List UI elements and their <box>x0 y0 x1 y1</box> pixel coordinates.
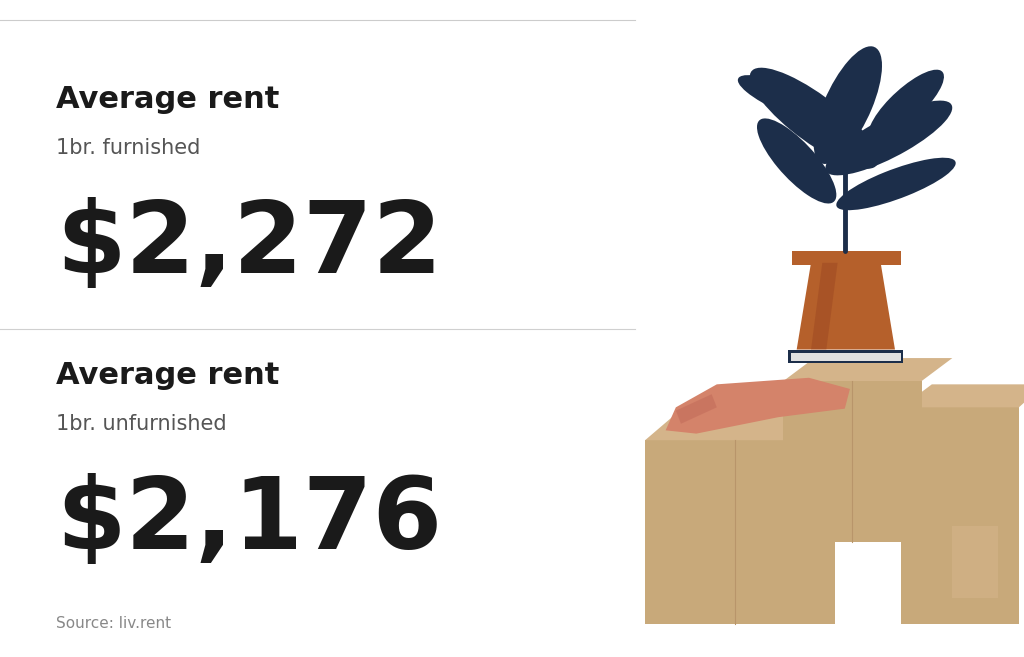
Text: $2,176: $2,176 <box>56 473 442 570</box>
Text: Average rent: Average rent <box>56 361 280 390</box>
Ellipse shape <box>825 101 952 175</box>
Text: $2,272: $2,272 <box>56 197 442 294</box>
Polygon shape <box>676 394 717 424</box>
Polygon shape <box>783 358 952 381</box>
Text: 1br. unfurnished: 1br. unfurnished <box>56 414 227 434</box>
Polygon shape <box>645 414 865 440</box>
FancyBboxPatch shape <box>901 407 1019 624</box>
FancyBboxPatch shape <box>952 526 998 598</box>
FancyBboxPatch shape <box>791 353 901 361</box>
Ellipse shape <box>750 68 879 169</box>
Polygon shape <box>811 263 838 350</box>
Ellipse shape <box>738 75 849 129</box>
Text: Source: liv.rent: Source: liv.rent <box>56 616 171 631</box>
FancyBboxPatch shape <box>792 251 901 265</box>
Text: 1br. furnished: 1br. furnished <box>56 138 201 158</box>
Polygon shape <box>901 384 1024 407</box>
Ellipse shape <box>868 70 944 141</box>
FancyBboxPatch shape <box>788 350 903 363</box>
Ellipse shape <box>814 46 882 164</box>
FancyBboxPatch shape <box>783 381 922 542</box>
Polygon shape <box>666 378 850 434</box>
FancyBboxPatch shape <box>645 440 835 624</box>
Polygon shape <box>797 263 895 350</box>
Ellipse shape <box>757 118 837 204</box>
Text: Average rent: Average rent <box>56 85 280 114</box>
Ellipse shape <box>837 158 955 210</box>
